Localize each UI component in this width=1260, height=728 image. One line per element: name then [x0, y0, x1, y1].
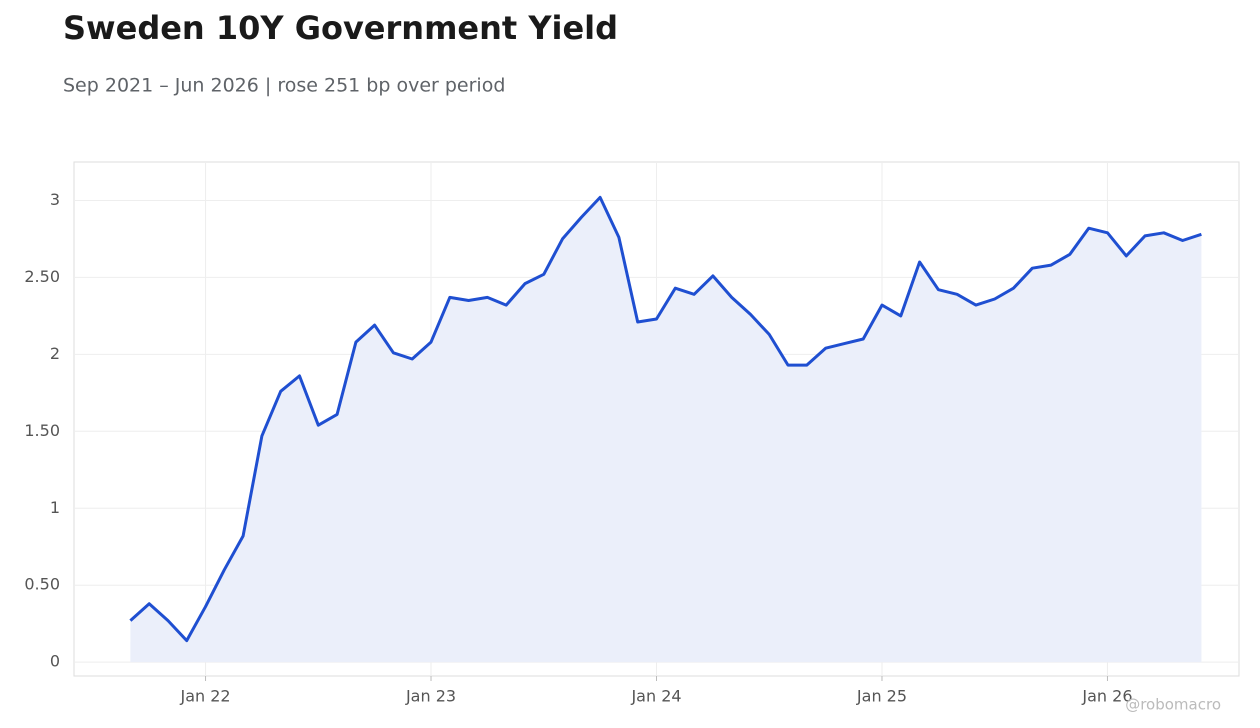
y-tick-label: 2: [50, 344, 60, 363]
x-tick-label: Jan 22: [179, 687, 230, 706]
line: [129, 195, 1202, 643]
y-tick-label: 0.50: [24, 575, 60, 594]
chart-title: Sweden 10Y Government Yield: [63, 9, 618, 47]
chart-subtitle: Sep 2021 – Jun 2026 | rose 251 bp over p…: [63, 75, 505, 97]
x-tick-label: Jan 26: [1081, 687, 1132, 706]
y-tick-label: 1: [50, 498, 60, 517]
x-tick-label: Jan 25: [856, 687, 907, 706]
x-tick-label: Jan 23: [405, 687, 456, 706]
x-tick-label: Jan 24: [630, 687, 681, 706]
y-tick-label: 0: [50, 652, 60, 671]
y-tick-label: 2.50: [24, 267, 60, 286]
area: [130, 197, 1202, 663]
y-tick-label: 1.50: [24, 421, 60, 440]
y-tick-label: 3: [50, 190, 60, 209]
watermark: @robomacro: [1125, 696, 1221, 714]
